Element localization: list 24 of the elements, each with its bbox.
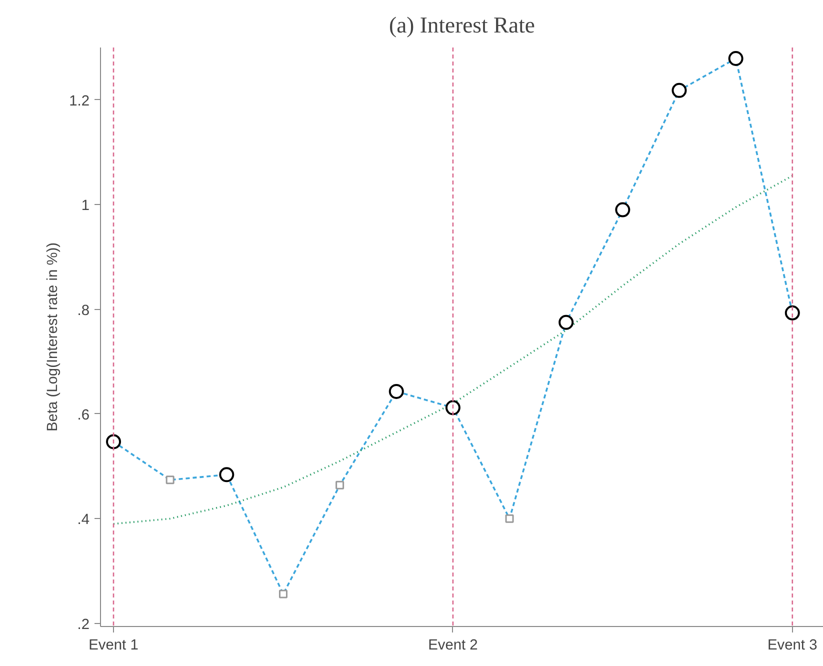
y-tick-label: .2 [77, 616, 90, 633]
x-tick-label: Event 3 [768, 638, 818, 654]
y-tick-label: .8 [77, 302, 90, 319]
y-axis-title: Beta (Log(Interest rate in %)) [45, 242, 62, 432]
point [558, 314, 574, 330]
y-tick-label: .4 [77, 512, 90, 528]
point [388, 384, 404, 399]
point [336, 480, 344, 490]
point [672, 82, 687, 98]
x-tick-label: Event 1 [88, 638, 138, 654]
point [219, 467, 234, 482]
y-tick-label: 1 [81, 198, 90, 214]
x-tick-label: Event 2 [428, 638, 478, 654]
point [445, 400, 460, 416]
point [505, 514, 514, 523]
point [784, 305, 800, 320]
y-tick-label: .6 [77, 407, 90, 424]
point [728, 51, 744, 66]
point [278, 590, 288, 598]
point [166, 476, 174, 484]
point [106, 434, 122, 450]
y-tick-label: 1.2 [69, 93, 90, 110]
chart-title: (a) Interest Rate [389, 12, 535, 38]
point [615, 202, 630, 218]
